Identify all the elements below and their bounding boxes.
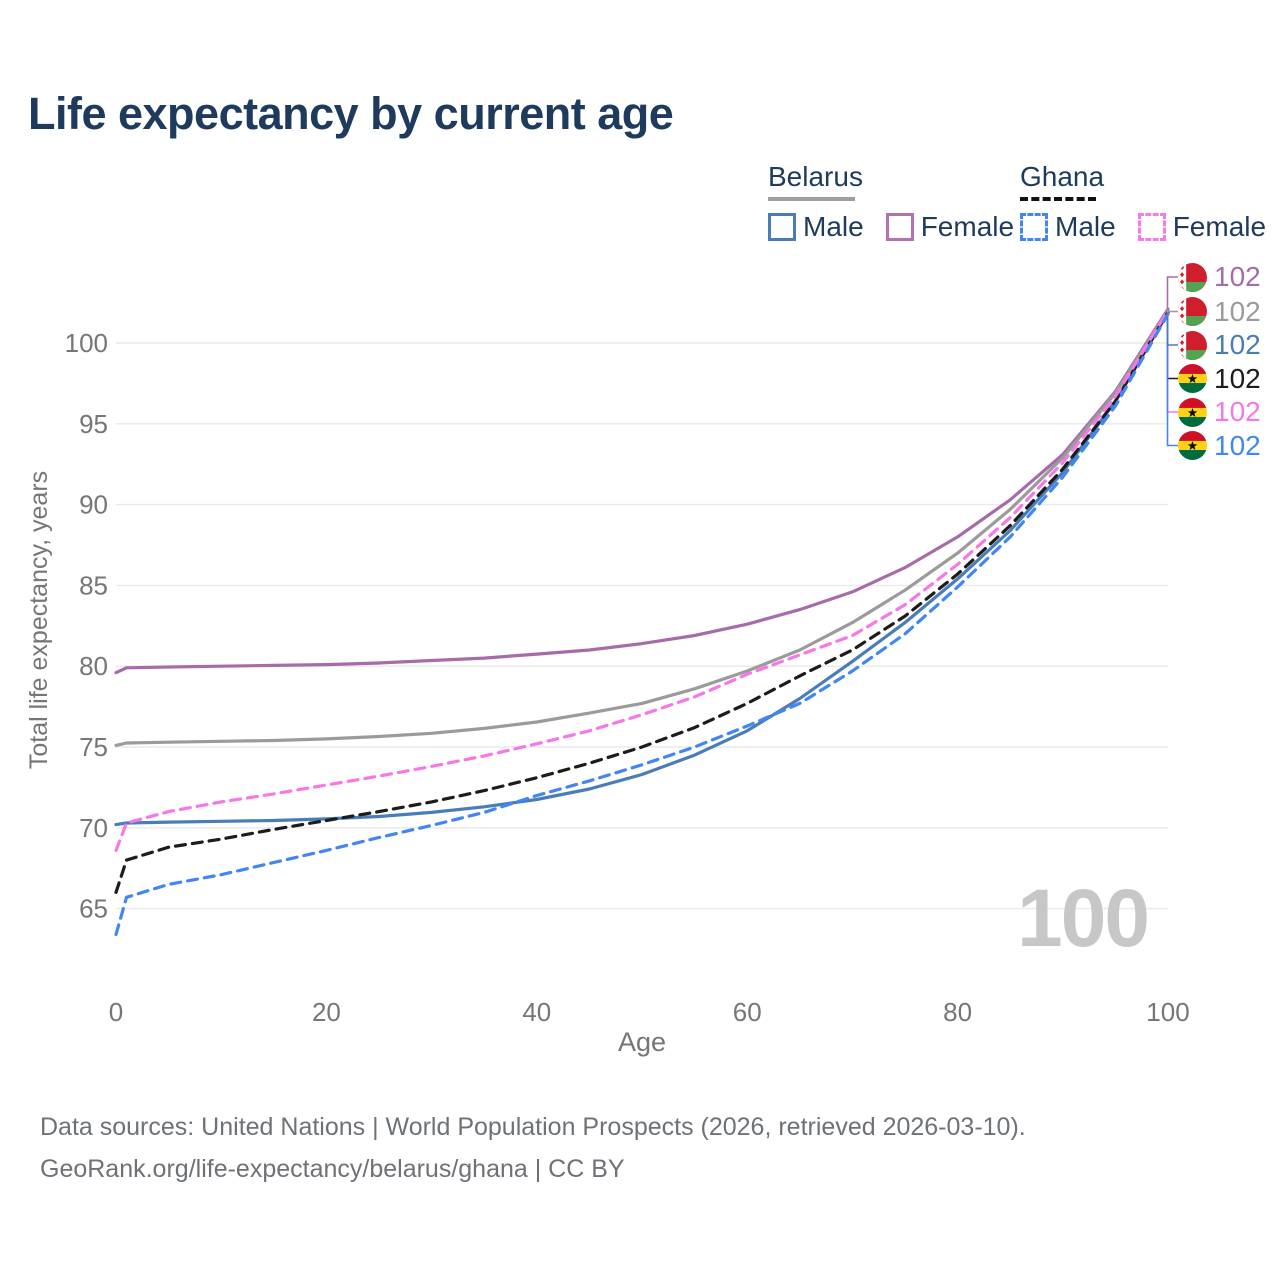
page-title: Life expectancy by current age [28,88,674,139]
svg-text:90: 90 [79,490,108,520]
svg-text:100: 100 [65,328,108,358]
series-line-belarus-male [114,310,1170,827]
svg-text:Age: Age [618,1027,666,1057]
svg-text:85: 85 [79,570,108,600]
svg-text:75: 75 [79,732,108,762]
svg-text:Total life expectancy, years: Total life expectancy, years [25,471,53,769]
ghana-line-style-swatch [1020,197,1096,201]
legend-item-ghana-female[interactable]: Female [1137,211,1267,242]
ghana-female-swatch-icon [1137,213,1166,241]
legend-item-ghana-male[interactable]: Male [1020,213,1116,241]
svg-text:95: 95 [79,409,108,439]
legend-row-belarus: Male Female [768,213,1014,241]
series-line-ghana [114,310,1170,895]
legend-row-ghana: Male Female [1020,213,1266,241]
svg-text:100: 100 [1146,997,1189,1027]
footer: Data sources: United Nations | World Pop… [40,1106,1026,1190]
svg-text:70: 70 [79,813,108,843]
ghana-male-label: Male [1055,211,1116,242]
svg-text:80: 80 [79,651,108,681]
legend-group-belarus: Belarus Male Female [768,163,1014,241]
series-line-belarus [114,309,1170,748]
footer-attribution: GeoRank.org/life-expectancy/belarus/ghan… [40,1155,625,1183]
ghana-female-label: Female [1172,211,1267,242]
legend-country-belarus-label: Belarus [768,161,863,192]
svg-text:40: 40 [522,997,551,1027]
series-lines [114,307,1170,937]
belarus-male-swatch-icon [768,213,796,241]
belarus-line-style-swatch [768,197,855,201]
age-watermark: 100 [1017,873,1150,964]
axis-labels: 65 70 75 80 85 90 95 100 0 20 40 60 80 100 Age Total li… [25,328,1190,1057]
gridlines [116,342,1168,910]
series-line-belarus-female [114,307,1170,675]
legend-country-belarus[interactable]: Belarus [768,163,1014,201]
legend-item-belarus-male[interactable]: Male [768,213,864,241]
legend-country-ghana[interactable]: Ghana [1020,163,1266,201]
svg-text:65: 65 [79,894,108,924]
footer-data-sources: Data sources: United Nations | World Pop… [40,1113,1026,1141]
belarus-female-swatch-icon [885,213,914,241]
series-line-ghana-female [114,309,1170,853]
legend-group-ghana: Ghana Male Female [1020,163,1266,241]
ghana-male-swatch-icon [1020,213,1048,241]
svg-text:60: 60 [733,997,762,1027]
end-label-connectors [1166,276,1178,447]
svg-text:80: 80 [943,997,972,1027]
svg-text:0: 0 [109,997,123,1027]
svg-text:100: 100 [1017,873,1148,964]
legend-country-ghana-label: Ghana [1020,161,1105,192]
legend-item-belarus-female[interactable]: Female [885,211,1015,242]
belarus-male-label: Male [803,211,864,242]
svg-text:20: 20 [312,997,341,1027]
legend: Belarus Male Female Ghana Male [0,163,1280,243]
series-line-ghana-male [114,312,1170,937]
belarus-female-label: Female [920,211,1015,242]
